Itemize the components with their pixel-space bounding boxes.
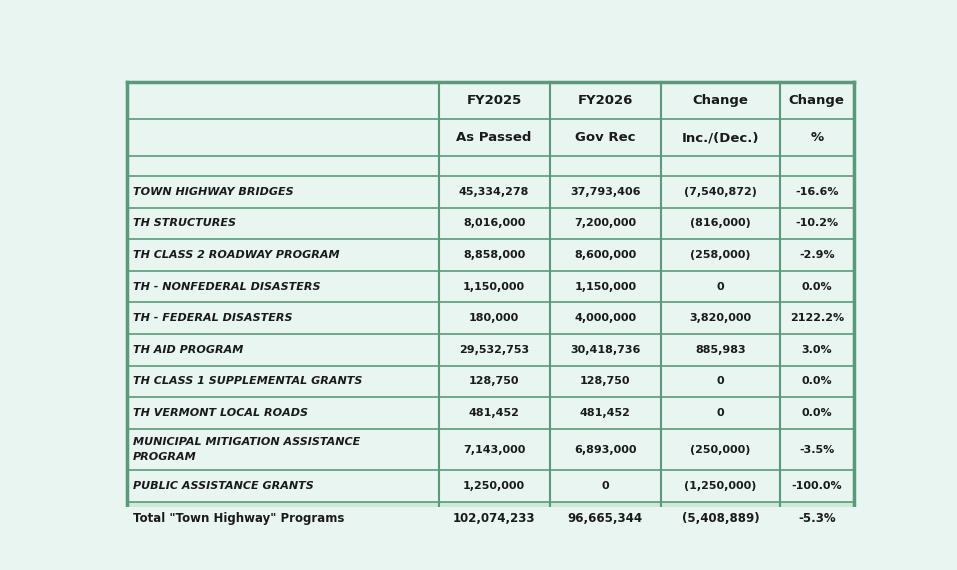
Text: %: %: [811, 131, 823, 144]
Text: FY2025: FY2025: [467, 93, 522, 107]
Text: (250,000): (250,000): [690, 445, 750, 455]
Text: 0: 0: [717, 376, 724, 386]
Text: 481,452: 481,452: [580, 408, 631, 418]
Text: (258,000): (258,000): [690, 250, 750, 260]
Text: 45,334,278: 45,334,278: [459, 187, 529, 197]
Text: TH VERMONT LOCAL ROADS: TH VERMONT LOCAL ROADS: [133, 408, 308, 418]
Text: 3.0%: 3.0%: [801, 345, 833, 355]
Text: 4,000,000: 4,000,000: [574, 313, 636, 323]
Text: -2.9%: -2.9%: [799, 250, 835, 260]
Text: FY2026: FY2026: [578, 93, 634, 107]
Text: TH CLASS 1 SUPPLEMENTAL GRANTS: TH CLASS 1 SUPPLEMENTAL GRANTS: [133, 376, 363, 386]
Text: 96,665,344: 96,665,344: [568, 512, 643, 525]
Text: 30,418,736: 30,418,736: [570, 345, 640, 355]
Text: -10.2%: -10.2%: [795, 218, 838, 229]
Text: 1,150,000: 1,150,000: [463, 282, 525, 291]
Text: 0: 0: [602, 481, 610, 491]
Text: (816,000): (816,000): [690, 218, 750, 229]
Text: 0.0%: 0.0%: [801, 282, 833, 291]
Text: 885,983: 885,983: [695, 345, 746, 355]
Text: -5.3%: -5.3%: [798, 512, 835, 525]
Text: TH - FEDERAL DISASTERS: TH - FEDERAL DISASTERS: [133, 313, 293, 323]
Text: TOWN HIGHWAY BRIDGES: TOWN HIGHWAY BRIDGES: [133, 187, 294, 197]
Text: -100.0%: -100.0%: [791, 481, 842, 491]
Text: PROGRAM: PROGRAM: [133, 453, 197, 462]
Text: Change: Change: [693, 93, 748, 107]
Text: 6,893,000: 6,893,000: [574, 445, 636, 455]
Text: 7,200,000: 7,200,000: [574, 218, 636, 229]
Bar: [127, 502, 854, 535]
Text: 0.0%: 0.0%: [801, 376, 833, 386]
Text: Total "Town Highway" Programs: Total "Town Highway" Programs: [133, 512, 345, 525]
Text: 29,532,753: 29,532,753: [459, 345, 529, 355]
Text: 8,016,000: 8,016,000: [463, 218, 525, 229]
Text: 1,250,000: 1,250,000: [463, 481, 525, 491]
Text: TH STRUCTURES: TH STRUCTURES: [133, 218, 236, 229]
Text: 8,858,000: 8,858,000: [463, 250, 525, 260]
Text: TH - NONFEDERAL DISASTERS: TH - NONFEDERAL DISASTERS: [133, 282, 321, 291]
Text: -3.5%: -3.5%: [799, 445, 835, 455]
Text: 0: 0: [717, 282, 724, 291]
Text: Inc./(Dec.): Inc./(Dec.): [681, 131, 759, 144]
Text: 481,452: 481,452: [469, 408, 520, 418]
Text: As Passed: As Passed: [456, 131, 532, 144]
Text: 1,150,000: 1,150,000: [574, 282, 636, 291]
Text: PUBLIC ASSISTANCE GRANTS: PUBLIC ASSISTANCE GRANTS: [133, 481, 314, 491]
Text: 180,000: 180,000: [469, 313, 520, 323]
Text: 3,820,000: 3,820,000: [689, 313, 751, 323]
Text: -16.6%: -16.6%: [795, 187, 838, 197]
Text: 0: 0: [717, 408, 724, 418]
Text: 2122.2%: 2122.2%: [790, 313, 844, 323]
Text: Gov Rec: Gov Rec: [575, 131, 635, 144]
Text: (5,408,889): (5,408,889): [681, 512, 759, 525]
Text: Change: Change: [789, 93, 845, 107]
Text: (7,540,872): (7,540,872): [684, 187, 757, 197]
Text: MUNICIPAL MITIGATION ASSISTANCE: MUNICIPAL MITIGATION ASSISTANCE: [133, 437, 360, 447]
Text: 37,793,406: 37,793,406: [570, 187, 640, 197]
Text: 128,750: 128,750: [469, 376, 520, 386]
Text: 7,143,000: 7,143,000: [463, 445, 525, 455]
Text: 0.0%: 0.0%: [801, 408, 833, 418]
Text: 128,750: 128,750: [580, 376, 631, 386]
Text: TH CLASS 2 ROADWAY PROGRAM: TH CLASS 2 ROADWAY PROGRAM: [133, 250, 340, 260]
Text: 8,600,000: 8,600,000: [574, 250, 636, 260]
Text: TH AID PROGRAM: TH AID PROGRAM: [133, 345, 243, 355]
Text: (1,250,000): (1,250,000): [684, 481, 757, 491]
Text: 102,074,233: 102,074,233: [453, 512, 535, 525]
